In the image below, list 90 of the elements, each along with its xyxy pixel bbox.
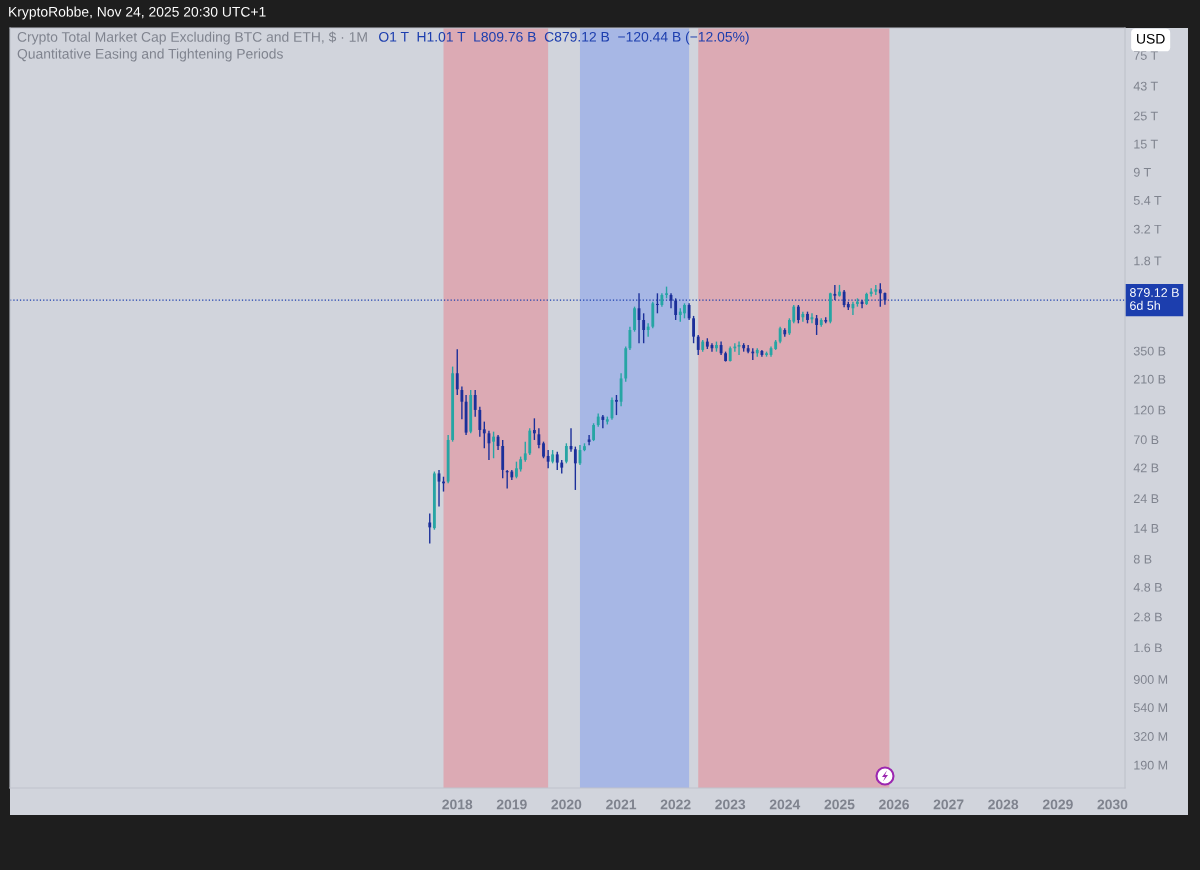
x-tick-label: 2027 xyxy=(933,799,964,810)
candlestick xyxy=(473,389,477,418)
candlestick xyxy=(651,300,655,330)
candlestick xyxy=(633,305,636,333)
y-tick-label: 9 T xyxy=(1133,167,1151,177)
candlestick xyxy=(615,394,618,416)
candlestick xyxy=(482,420,486,449)
candlestick xyxy=(583,442,586,452)
x-tick-label: 2024 xyxy=(769,799,801,810)
y-tick-label: 75 T xyxy=(1133,51,1158,60)
candlestick xyxy=(655,292,659,315)
candlestick xyxy=(546,449,550,469)
y-tick-label: 24 B xyxy=(1133,494,1159,503)
x-tick-label: 2026 xyxy=(879,799,909,810)
x-tick-label: 2029 xyxy=(1042,799,1073,810)
candlestick xyxy=(674,297,678,321)
y-tick-label: 320 M xyxy=(1133,732,1168,741)
candlestick xyxy=(878,282,882,308)
y-tick-label: 1.6 B xyxy=(1134,643,1162,653)
candlestick xyxy=(592,422,596,442)
candlestick xyxy=(601,414,605,429)
y-tick-label: 350 B xyxy=(1133,346,1166,356)
candlestick xyxy=(869,287,873,298)
y-tick-label: 8 B xyxy=(1133,554,1152,564)
x-tick-label: 2030 xyxy=(1097,799,1128,810)
candlestick xyxy=(815,314,819,336)
candlestick xyxy=(696,334,700,356)
x-tick-label: 2019 xyxy=(496,799,527,810)
candlestick xyxy=(833,284,837,301)
candlestick xyxy=(587,434,591,446)
candlestick xyxy=(692,315,696,344)
candlestick xyxy=(715,340,718,353)
candlestick xyxy=(492,430,495,459)
candlestick xyxy=(523,440,527,463)
candlestick xyxy=(542,440,545,459)
y-tick-label: 900 M xyxy=(1133,675,1168,684)
candlestick xyxy=(555,450,559,471)
candlestick xyxy=(537,427,541,449)
y-tick-label: 25 T xyxy=(1133,111,1158,121)
candlestick xyxy=(646,322,650,338)
candlestick xyxy=(874,284,878,296)
y-tick-label: 3.2 T xyxy=(1133,224,1162,234)
x-tick-label: 2028 xyxy=(988,799,1019,810)
candlestick xyxy=(683,302,686,319)
y-tick-label: 14 B xyxy=(1134,524,1159,533)
candlestick xyxy=(865,292,868,306)
y-tick-label: 2.8 B xyxy=(1133,612,1162,622)
candlestick xyxy=(796,304,800,325)
candlestick xyxy=(642,312,646,344)
candlestick xyxy=(564,442,568,465)
y-tick-label: 43 T xyxy=(1133,81,1158,91)
text: Quantitative Easing and Tightening Periods xyxy=(17,48,283,62)
y-tick-label: 15 T xyxy=(1134,139,1158,149)
ref-line-label: 879.12 B 6d 5h xyxy=(1130,288,1179,310)
y-tick-label: 4.8 B xyxy=(1133,582,1162,592)
y-tick-label: 1.8 T xyxy=(1134,256,1162,266)
y-tick-label: 120 B xyxy=(1134,405,1166,415)
candlestick xyxy=(737,340,741,356)
x-tick-label: 2020 xyxy=(551,799,582,810)
y-tick-label: 5.4 T xyxy=(1133,196,1162,205)
candlestick xyxy=(528,427,532,456)
candlestick xyxy=(628,325,632,351)
x-tick-label: 2023 xyxy=(715,799,746,810)
candlestick xyxy=(806,310,809,325)
y-tick-label: 190 M xyxy=(1134,760,1168,770)
candlestick xyxy=(838,284,841,298)
x-tick-label: 2018 xyxy=(442,799,473,810)
candlestick xyxy=(801,310,805,323)
text: USD xyxy=(1137,33,1165,44)
x-tick-label: 2025 xyxy=(824,799,855,810)
candlestick xyxy=(619,372,623,407)
y-tick-label: 70 B xyxy=(1133,435,1159,445)
annotation: O1 T H1.01 T L809.76 B C879.12 B −120.44 B (−12.05%) xyxy=(379,31,749,45)
candlestick xyxy=(765,350,768,358)
y-tick-label: 210 B xyxy=(1133,374,1166,384)
candlestick xyxy=(478,405,482,438)
candlestick xyxy=(665,285,668,300)
candlestick xyxy=(501,439,505,479)
x-tick-label: 2021 xyxy=(606,799,637,810)
candlestick xyxy=(515,460,518,479)
y-tick-label: 540 M xyxy=(1133,703,1168,713)
y-tick-label: 42 B xyxy=(1133,463,1159,473)
candlestick xyxy=(724,350,727,363)
x-tick-label: 2022 xyxy=(660,799,691,810)
chart-title: Crypto Total Market Cap Excluding BTC and ETH, $ · 1M xyxy=(17,31,367,45)
candlestick xyxy=(455,348,459,396)
text: KryptoRobbe, Nov 24, 2025 20:30 UTC+1 xyxy=(9,6,266,20)
candlestick xyxy=(532,417,536,441)
candlestick xyxy=(460,385,464,420)
candlestick xyxy=(573,445,577,491)
